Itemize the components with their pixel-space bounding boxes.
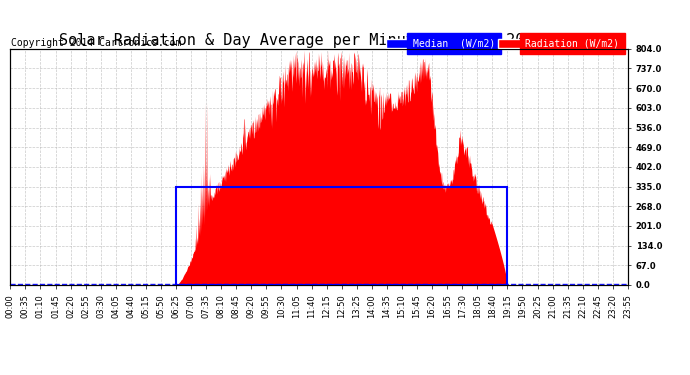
Bar: [176, 187, 507, 285]
Legend: Median  (W/m2), Radiation (W/m2): Median (W/m2), Radiation (W/m2): [382, 35, 623, 52]
Title: Solar Radiation & Day Average per Minute (Today) 20140407: Solar Radiation & Day Average per Minute…: [59, 33, 579, 48]
Text: Copyright 2014 Cartronics.com: Copyright 2014 Cartronics.com: [11, 38, 181, 48]
